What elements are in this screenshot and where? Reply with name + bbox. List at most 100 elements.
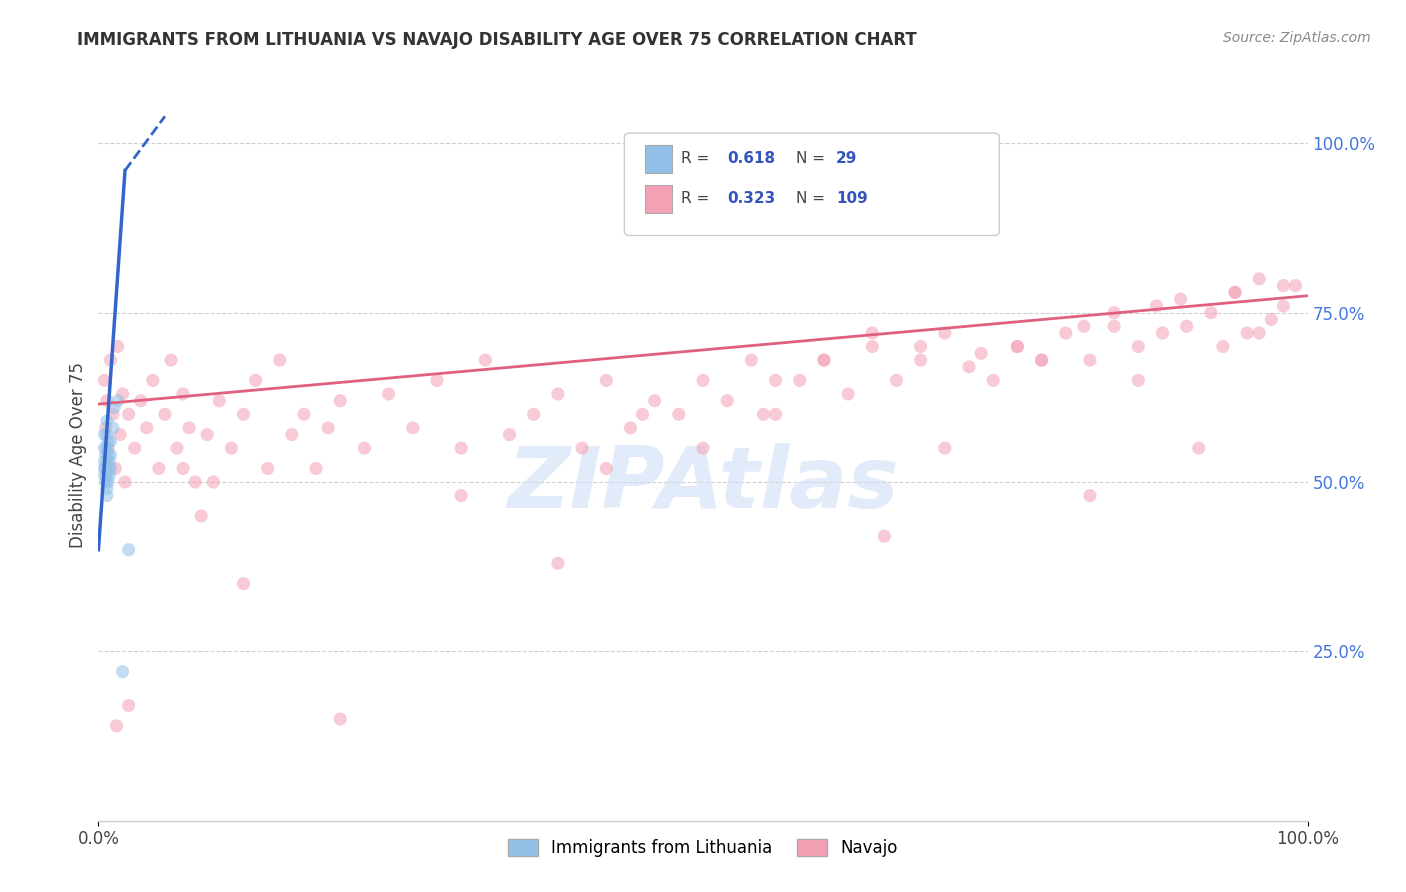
Point	[1128, 340, 1150, 354]
Point	[96, 455, 118, 469]
Point	[97, 461, 120, 475]
Point	[1170, 292, 1192, 306]
Text: ZIPAtlas: ZIPAtlas	[508, 442, 898, 525]
Point	[96, 482, 118, 496]
Point	[107, 393, 129, 408]
Point	[208, 393, 231, 408]
Point	[523, 407, 546, 421]
Point	[202, 475, 225, 489]
Point	[1007, 340, 1029, 354]
Point	[94, 461, 117, 475]
Point	[860, 340, 883, 354]
Point	[934, 441, 956, 455]
Point	[740, 353, 762, 368]
Point	[1031, 353, 1053, 368]
Point	[595, 373, 617, 387]
Point	[595, 461, 617, 475]
Point	[668, 407, 690, 421]
Point	[498, 427, 520, 442]
Point	[256, 461, 278, 475]
Point	[692, 441, 714, 455]
Point	[118, 698, 141, 713]
Point	[1284, 278, 1306, 293]
Point	[1272, 299, 1295, 313]
Point	[1102, 319, 1125, 334]
Point	[377, 387, 399, 401]
Point	[692, 373, 714, 387]
Point	[813, 353, 835, 368]
Point	[98, 455, 121, 469]
Point	[96, 393, 118, 408]
Point	[281, 427, 304, 442]
Point	[765, 407, 787, 421]
Point	[97, 441, 120, 455]
Point	[269, 353, 291, 368]
Point	[221, 441, 243, 455]
Point	[1102, 306, 1125, 320]
Point	[129, 393, 152, 408]
Point	[765, 373, 787, 387]
Point	[1175, 319, 1198, 334]
Point	[353, 441, 375, 455]
Text: N =: N =	[796, 151, 830, 166]
Point	[93, 373, 115, 387]
Point	[1223, 285, 1246, 300]
Point	[571, 441, 593, 455]
Point	[172, 461, 194, 475]
Point	[1199, 306, 1222, 320]
Text: Source: ZipAtlas.com: Source: ZipAtlas.com	[1223, 31, 1371, 45]
Point	[934, 326, 956, 340]
Point	[153, 407, 176, 421]
FancyBboxPatch shape	[645, 145, 672, 172]
Point	[644, 393, 666, 408]
Point	[100, 461, 122, 475]
Point	[305, 461, 328, 475]
Point	[1054, 326, 1077, 340]
Point	[1223, 285, 1246, 300]
Point	[108, 427, 131, 442]
Point	[1128, 373, 1150, 387]
Point	[93, 455, 115, 469]
Point	[96, 427, 118, 442]
Point	[1212, 340, 1234, 354]
Point	[142, 373, 165, 387]
Point	[96, 489, 118, 503]
Point	[245, 373, 267, 387]
Point	[1236, 326, 1258, 340]
Point	[93, 468, 115, 483]
Point	[292, 407, 315, 421]
Point	[1152, 326, 1174, 340]
Point	[94, 448, 117, 462]
Point	[1078, 489, 1101, 503]
Point	[329, 712, 352, 726]
Point	[104, 461, 127, 475]
Point	[195, 427, 218, 442]
Point	[97, 434, 120, 449]
Point	[1260, 312, 1282, 326]
Point	[135, 421, 157, 435]
Point	[124, 441, 146, 455]
Point	[1272, 278, 1295, 293]
Point	[148, 461, 170, 475]
Point	[474, 353, 496, 368]
Point	[970, 346, 993, 360]
Point	[402, 421, 425, 435]
Text: N =: N =	[796, 192, 830, 206]
Point	[1078, 353, 1101, 368]
Point	[100, 353, 122, 368]
FancyBboxPatch shape	[624, 133, 1000, 235]
Point	[1249, 272, 1271, 286]
Point	[93, 441, 115, 455]
Point	[1031, 353, 1053, 368]
Point	[111, 387, 134, 401]
Point	[860, 326, 883, 340]
Point	[118, 407, 141, 421]
Point	[426, 373, 449, 387]
Point	[1073, 319, 1095, 334]
Point	[910, 353, 932, 368]
Point	[329, 393, 352, 408]
Point	[1007, 340, 1029, 354]
Point	[97, 448, 120, 462]
Point	[97, 475, 120, 489]
Point	[190, 508, 212, 523]
